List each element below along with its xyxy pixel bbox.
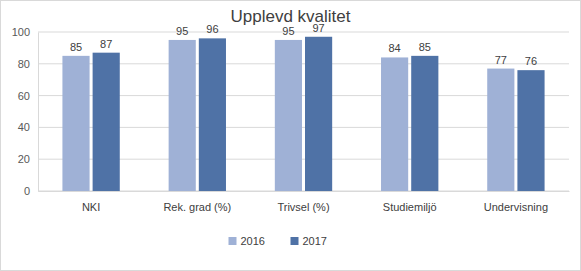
data-label: 96 (206, 23, 218, 35)
data-labels: 85 95 95 84 77 87 96 97 85 76 (70, 22, 537, 67)
bar (487, 69, 514, 191)
y-tick-label: 20 (18, 153, 30, 165)
x-tick: Studiemiljö (383, 191, 437, 213)
bar (305, 37, 332, 191)
legend-item: 2016 (229, 235, 265, 247)
chart: Upplevd kvalitet 0 20 40 60 80 100 NKI Rek. grad… (0, 0, 581, 271)
grid (38, 32, 569, 191)
x-tick: Rek. grad (%) (163, 191, 231, 213)
legend-label: 2016 (241, 235, 265, 247)
chart-border (1, 1, 581, 271)
bar (275, 40, 302, 191)
bars (62, 37, 544, 191)
data-label: 85 (419, 41, 431, 53)
data-label: 77 (495, 54, 507, 66)
x-axis: NKI Rek. grad (%) Trivsel (%) Studiemiljö Un… (39, 191, 570, 213)
x-tick: Undervisning (484, 191, 548, 213)
y-tick-label: 100 (12, 26, 30, 38)
x-tick-label: Undervisning (484, 201, 548, 213)
y-tick-label: 60 (18, 90, 30, 102)
y-axis: 0 20 40 60 80 100 (12, 26, 39, 197)
y-tick-label: 40 (18, 121, 30, 133)
title: Upplevd kvalitet (230, 7, 350, 26)
data-label: 84 (388, 42, 400, 54)
bar (411, 56, 438, 191)
data-label: 85 (70, 41, 82, 53)
y-axis-line (38, 33, 39, 192)
y-tick-label: 80 (18, 58, 30, 70)
bar (517, 70, 544, 191)
x-axis-line (39, 191, 570, 192)
bar (62, 56, 89, 191)
y-tick: 20 (18, 153, 38, 165)
x-tick-label: Rek. grad (%) (163, 201, 231, 213)
x-tick-label: Trivsel (%) (277, 201, 329, 213)
data-label: 95 (176, 25, 188, 37)
legend-swatch (229, 237, 237, 245)
x-tick: Trivsel (%) (277, 191, 329, 213)
plot: 0 20 40 60 80 100 NKI Rek. grad (%) Trivsel (%) S… (12, 22, 570, 213)
legend-label: 2017 (303, 235, 327, 247)
legend: 2016 2017 (229, 235, 327, 247)
legend-swatch (291, 237, 299, 245)
y-tick: 60 (18, 90, 38, 102)
y-tick: 40 (18, 121, 38, 133)
x-tick-label: Studiemiljö (383, 201, 437, 213)
x-tick-label: NKI (82, 201, 100, 213)
x-tick: NKI (82, 191, 100, 213)
y-tick: 100 (12, 26, 38, 38)
data-label: 97 (312, 22, 324, 34)
y-tick: 80 (18, 58, 38, 70)
legend-item: 2017 (291, 235, 327, 247)
data-label: 95 (282, 25, 294, 37)
data-label: 87 (100, 38, 112, 50)
y-tick-label: 0 (24, 185, 30, 197)
data-label: 76 (525, 55, 537, 67)
y-tick: 0 (24, 185, 38, 197)
bar (169, 40, 196, 191)
bar (199, 38, 226, 191)
bar (93, 53, 120, 191)
bar (381, 57, 408, 191)
grid-line (38, 32, 569, 33)
